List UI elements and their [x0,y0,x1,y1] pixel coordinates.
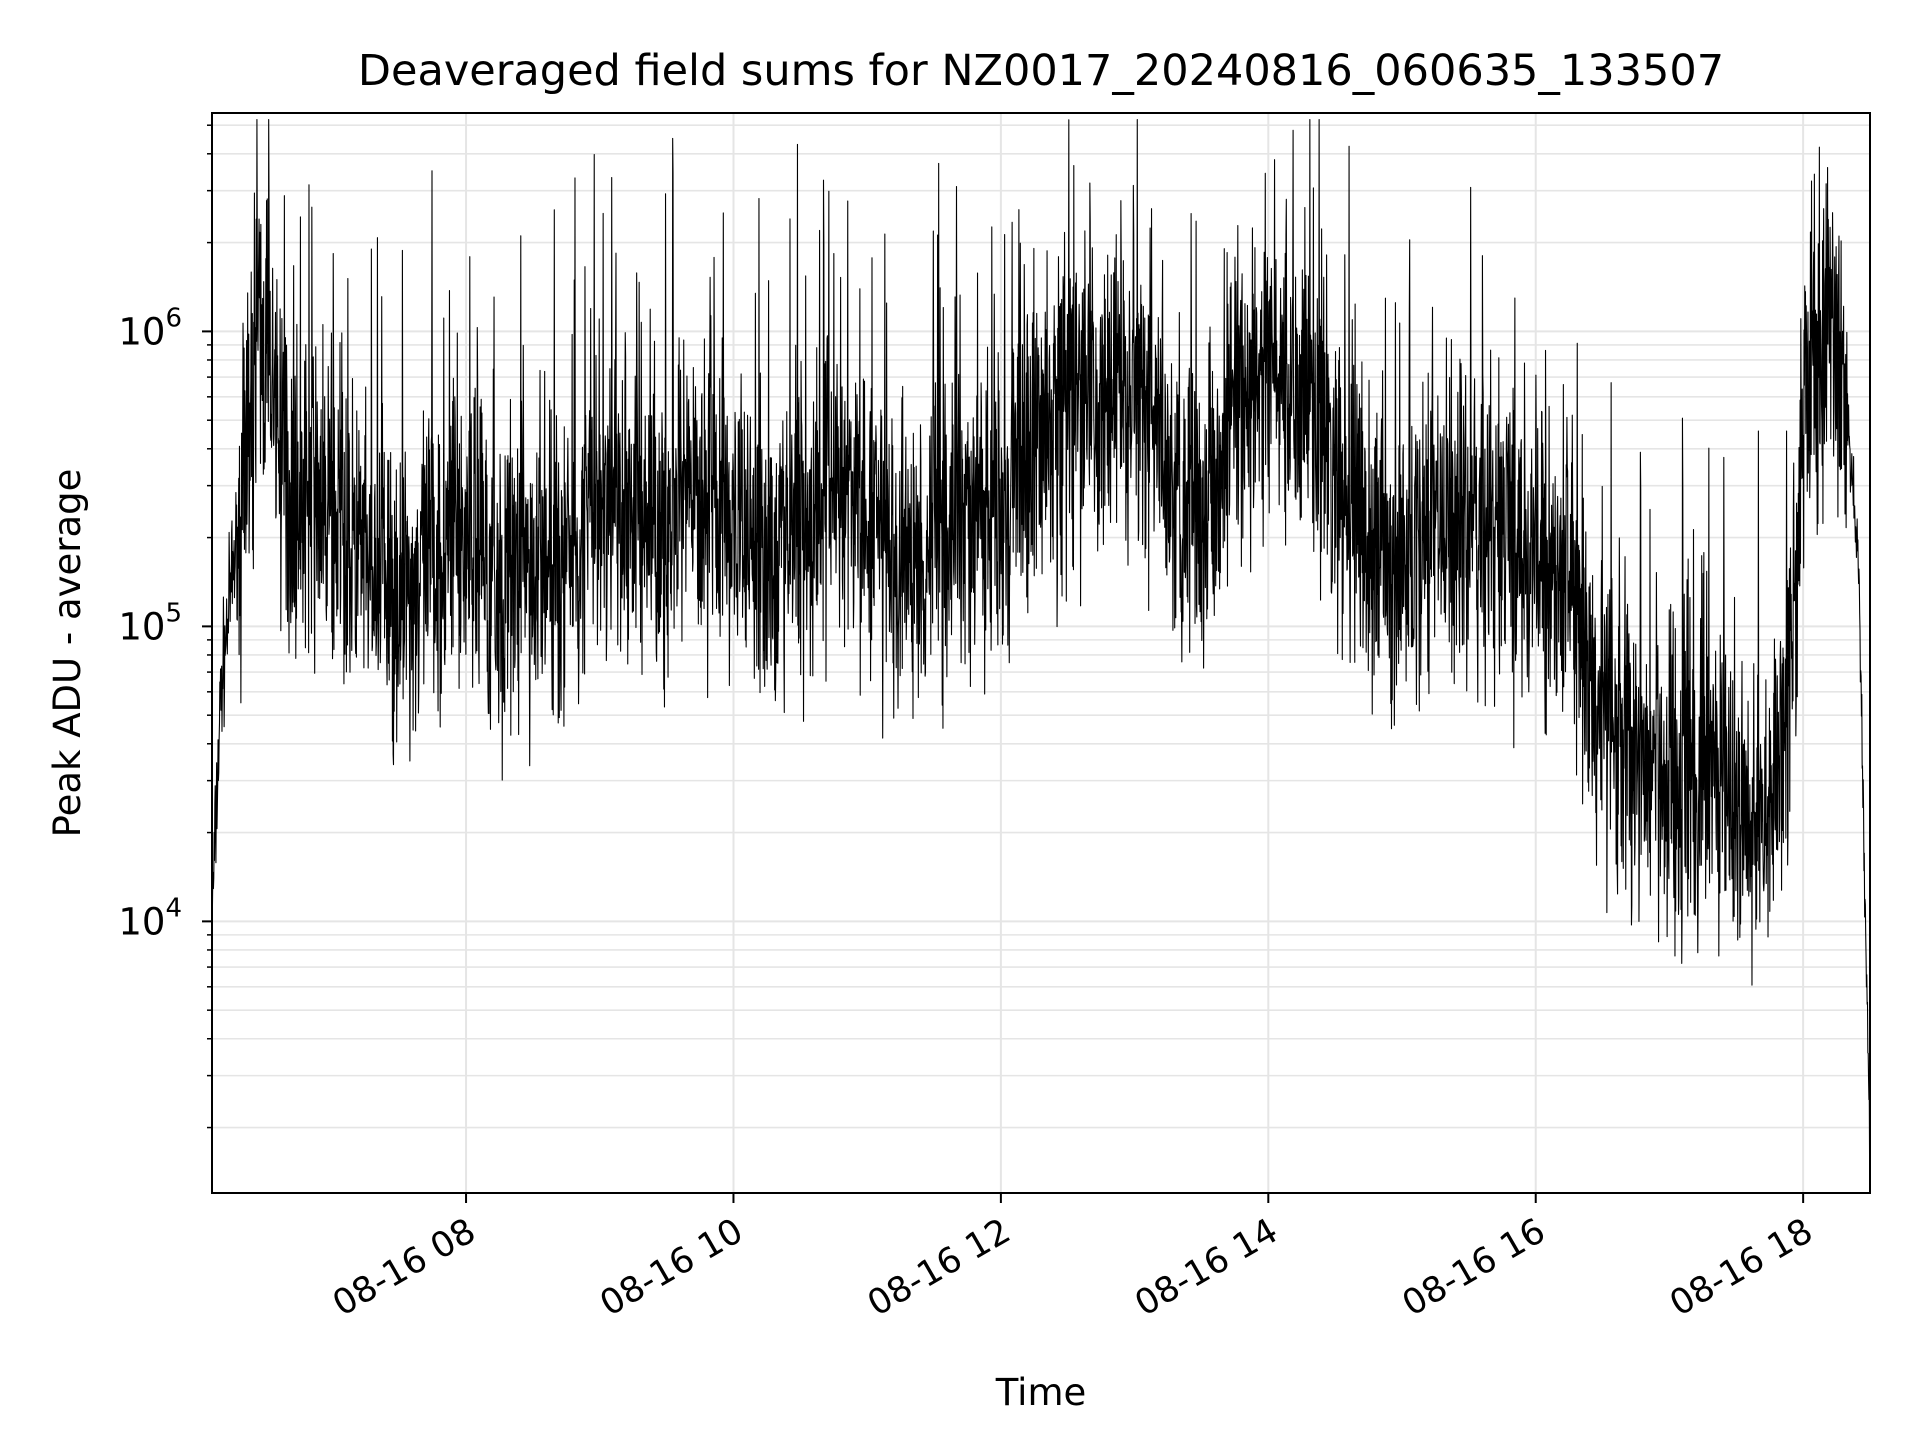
plot-frame [211,112,1871,1194]
y-tick-label: 105 [118,598,182,648]
data-series [211,119,1871,1176]
y-axis-label: Peak ADU - average [46,469,89,838]
chart-title: Deaveraged field sums for NZ0017_2024081… [358,46,1724,96]
y-tick-label: 104 [118,893,182,943]
series-line [211,119,1871,1176]
x-axis-label: Time [995,1371,1087,1414]
y-tick-label: 106 [118,303,182,353]
